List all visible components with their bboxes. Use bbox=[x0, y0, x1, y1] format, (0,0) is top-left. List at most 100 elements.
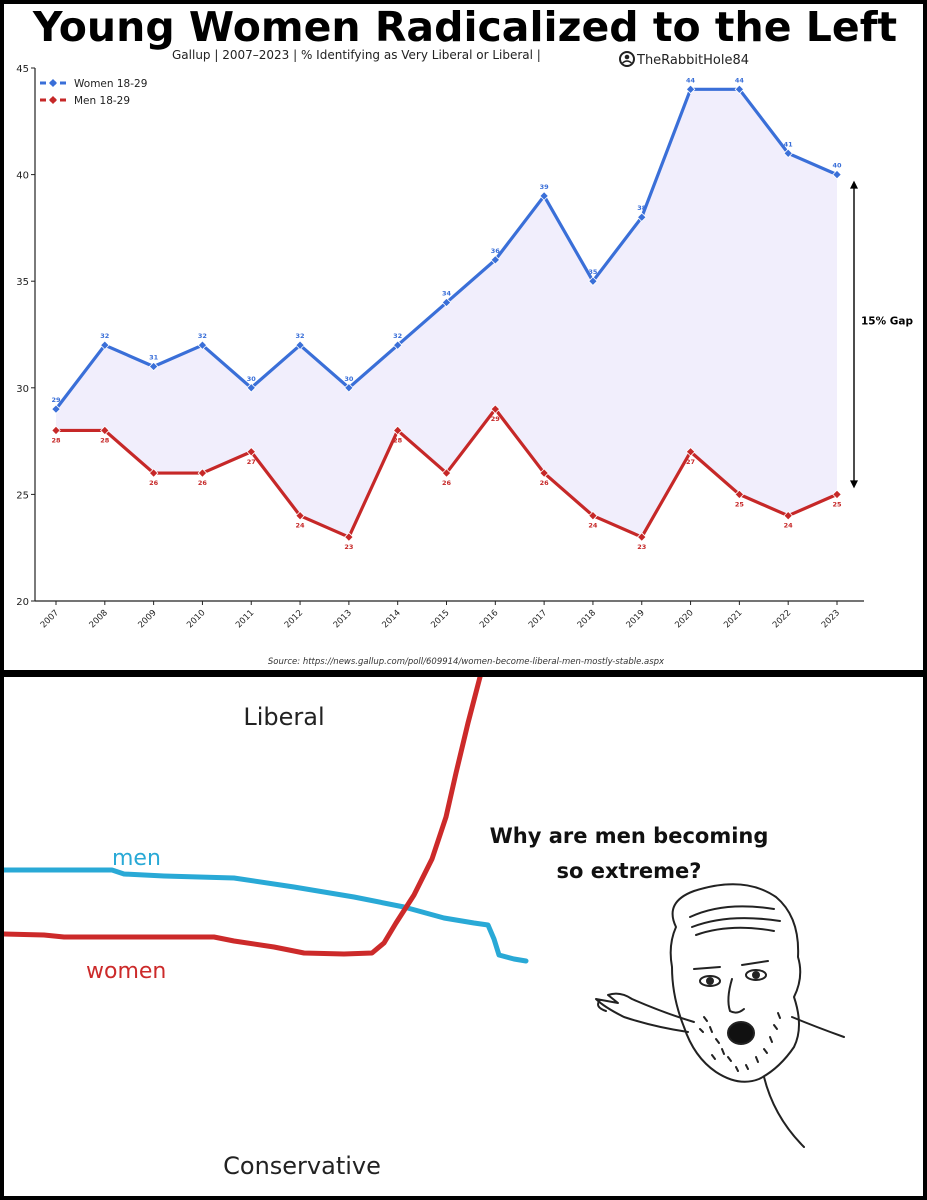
women-data-point bbox=[197, 340, 208, 350]
men-data-label: 26 bbox=[442, 479, 452, 487]
women-line bbox=[1, 674, 483, 957]
men-data-point bbox=[392, 425, 403, 436]
men-data-point bbox=[588, 510, 598, 521]
women-data-point bbox=[51, 404, 61, 414]
women-data-label: 29 bbox=[51, 396, 61, 404]
women-data-label: 44 bbox=[735, 76, 745, 84]
x-tick-label: 2016 bbox=[478, 608, 500, 630]
men-data-point bbox=[246, 446, 257, 457]
women-data-label: 36 bbox=[491, 247, 501, 255]
x-tick-label: 2009 bbox=[136, 608, 158, 630]
women-data-point bbox=[295, 340, 305, 350]
women-data-label: 40 bbox=[832, 162, 842, 170]
women-data-point bbox=[636, 212, 647, 223]
x-tick-label: 2012 bbox=[283, 608, 305, 630]
women-data-point bbox=[246, 383, 257, 393]
x-tick-label: 2017 bbox=[527, 608, 549, 630]
x-tick-label: 2018 bbox=[576, 608, 598, 630]
women-data-label: 32 bbox=[100, 332, 109, 340]
x-tick-label: 2015 bbox=[429, 608, 451, 630]
chart-source: Source: https://news.gallup.com/poll/609… bbox=[268, 657, 665, 667]
men-data-point bbox=[100, 425, 110, 436]
men-data-label: 28 bbox=[100, 436, 110, 444]
men-label: men bbox=[112, 846, 161, 871]
men-data-point bbox=[148, 468, 159, 478]
x-tick-label: 2010 bbox=[185, 608, 207, 630]
legend-label: Women 18-29 bbox=[74, 78, 147, 90]
line-chart: Young Women Radicalized to the Left Gall… bbox=[16, 3, 913, 667]
men-data-point bbox=[441, 468, 452, 478]
women-data-label: 30 bbox=[247, 375, 257, 383]
women-data-label: 32 bbox=[393, 332, 402, 340]
men-data-label: 24 bbox=[296, 522, 306, 530]
men-data-label: 28 bbox=[51, 436, 61, 444]
men-data-label: 27 bbox=[247, 458, 256, 466]
chart-subtitle: Gallup | 2007–2023 | % Identifying as Ve… bbox=[172, 48, 541, 62]
men-data-point bbox=[636, 532, 647, 542]
legend-label: Men 18-29 bbox=[74, 95, 130, 107]
conservative-label: Conservative bbox=[223, 1152, 381, 1180]
women-data-label: 35 bbox=[588, 268, 598, 276]
women-data-label: 32 bbox=[296, 332, 305, 340]
women-data-label: 44 bbox=[686, 76, 696, 84]
men-data-point bbox=[783, 510, 793, 521]
women-data-point bbox=[783, 148, 793, 159]
men-data-point bbox=[51, 425, 61, 436]
y-tick-label: 25 bbox=[16, 490, 29, 501]
women-data-label: 39 bbox=[540, 183, 550, 191]
gap-arrow-head-up bbox=[850, 180, 858, 189]
men-data-point bbox=[539, 468, 549, 478]
men-data-label: 24 bbox=[784, 522, 794, 530]
chart-panel: Young Women Radicalized to the Left Gall… bbox=[4, 3, 923, 670]
women-data-point bbox=[100, 340, 110, 350]
men-data-point bbox=[344, 532, 354, 542]
x-tick-label: 2020 bbox=[673, 608, 695, 630]
women-data-label: 32 bbox=[198, 332, 207, 340]
comic-drawing: Liberal Conservative men women Why are m… bbox=[1, 674, 845, 1180]
men-data-label: 26 bbox=[149, 479, 159, 487]
women-data-point bbox=[441, 297, 452, 308]
men-data-label: 27 bbox=[686, 458, 695, 466]
x-tick-label: 2011 bbox=[234, 608, 256, 630]
men-data-point bbox=[197, 468, 208, 478]
chart-credit: TheRabbitHole84 bbox=[636, 53, 749, 68]
men-data-label: 23 bbox=[637, 543, 646, 551]
women-data-point bbox=[344, 383, 354, 393]
y-tick-label: 30 bbox=[16, 384, 29, 395]
y-tick-label: 45 bbox=[16, 64, 29, 75]
women-data-point bbox=[734, 84, 745, 95]
women-data-point bbox=[832, 169, 842, 180]
x-tick-label: 2019 bbox=[624, 608, 646, 630]
x-tick-label: 2013 bbox=[332, 608, 354, 630]
women-data-label: 31 bbox=[149, 353, 159, 361]
gap-arrow-head-down bbox=[850, 480, 858, 489]
women-data-point bbox=[685, 84, 696, 95]
men-data-label: 25 bbox=[735, 500, 745, 508]
x-tick-label: 2023 bbox=[820, 608, 842, 630]
men-data-point bbox=[295, 510, 305, 521]
x-tick-label: 2007 bbox=[39, 608, 61, 630]
women-data-label: 30 bbox=[344, 375, 354, 383]
men-data-point bbox=[490, 404, 501, 414]
men-data-label: 29 bbox=[491, 415, 501, 423]
men-data-point bbox=[832, 489, 842, 500]
plot-area: 20 25 30 35 40 45 2007 2008 2009 2010 2011 2012 2013… bbox=[16, 64, 913, 630]
wojak-pointing-icon bbox=[595, 883, 845, 1148]
comic-panel: Liberal Conservative men women Why are m… bbox=[1, 674, 923, 1196]
women-data-point bbox=[490, 255, 501, 265]
men-data-label: 26 bbox=[198, 479, 208, 487]
men-data-label: 25 bbox=[832, 500, 842, 508]
legend-swatch-marker bbox=[49, 96, 57, 104]
y-tick-label: 20 bbox=[16, 597, 29, 608]
legend-swatch-marker bbox=[49, 79, 57, 87]
men-data-label: 28 bbox=[393, 436, 403, 444]
women-data-point bbox=[588, 276, 598, 286]
women-data-point bbox=[148, 361, 159, 372]
y-tick-label: 35 bbox=[16, 277, 29, 288]
chart-title: Young Women Radicalized to the Left bbox=[32, 4, 897, 51]
credit-icon bbox=[619, 51, 635, 67]
x-tick-label: 2022 bbox=[771, 608, 793, 630]
gap-fill bbox=[56, 89, 837, 538]
men-data-label: 26 bbox=[540, 479, 550, 487]
men-data-point bbox=[734, 489, 745, 500]
